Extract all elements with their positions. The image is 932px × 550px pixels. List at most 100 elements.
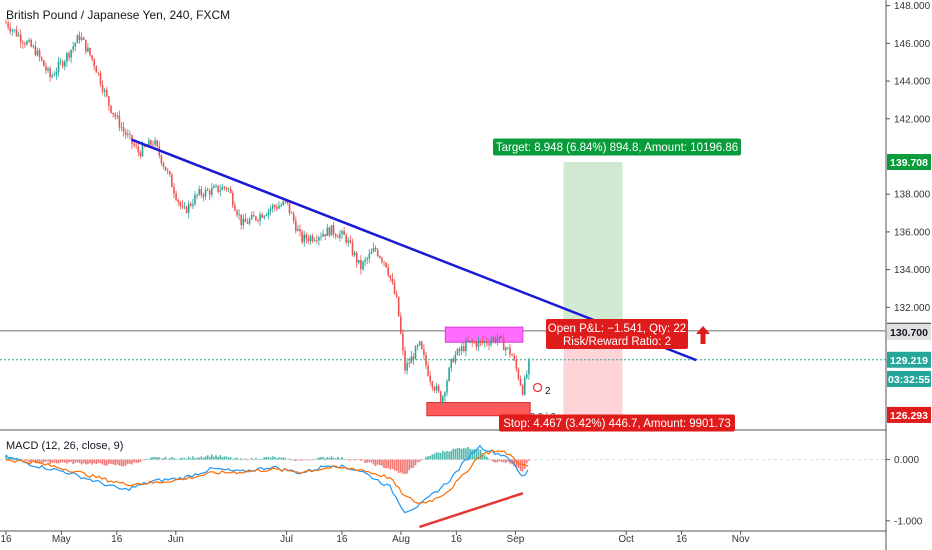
candle-body: [515, 359, 518, 369]
candle-body: [87, 47, 89, 52]
candle-body: [414, 346, 417, 360]
macd-hist-bar: [7, 457, 9, 460]
macd-hist-bar: [513, 459, 515, 466]
candle-body: [502, 337, 505, 351]
candle-body: [479, 340, 482, 342]
macd-hist-bar: [190, 458, 192, 460]
macd-hist-bar: [429, 455, 431, 460]
macd-hist-bar: [400, 459, 402, 473]
macd-hist-bar: [158, 457, 161, 460]
candle-body: [70, 49, 72, 58]
candle-body: [395, 293, 398, 297]
candle-body: [190, 203, 192, 206]
candle-body: [412, 356, 415, 360]
candle-body: [526, 374, 528, 378]
time-tick-label: Sep: [507, 534, 525, 545]
candle-body: [11, 29, 14, 32]
macd-hist-bar: [309, 459, 312, 461]
price-axis-label-bg: [887, 370, 931, 387]
macd-hist-bar: [509, 459, 511, 464]
macd-hist-bar: [127, 459, 129, 464]
candle-body: [469, 340, 471, 342]
macd-line: [5, 444, 529, 514]
candle-body: [173, 187, 175, 194]
macd-hist-bar: [477, 449, 480, 460]
candle-body: [406, 362, 408, 371]
macd-hist-bar: [97, 459, 100, 463]
macd-hist-bar: [297, 459, 299, 461]
macd-hist-bar: [99, 459, 102, 464]
candle-body: [192, 204, 194, 206]
macd-hist-bar: [423, 459, 425, 461]
candle-body: [36, 50, 39, 56]
macd-hist-bar: [202, 457, 205, 460]
macd-hist-bar: [59, 459, 62, 463]
macd-hist-bar: [112, 459, 114, 465]
candle-body: [53, 74, 56, 76]
macd-hist-bar: [246, 459, 249, 461]
macd-hist-bar: [410, 459, 413, 469]
macd-hist-bar: [439, 452, 442, 460]
candle-body: [477, 340, 480, 347]
macd-hist-bar: [206, 455, 209, 460]
macd-hist-bar: [448, 451, 450, 460]
candle-body: [47, 68, 49, 71]
candle-body: [120, 127, 123, 129]
macd-hist-bar: [57, 459, 60, 464]
macd-hist-bar: [284, 457, 287, 460]
candle-body: [242, 218, 245, 226]
candle-body: [376, 249, 379, 256]
macd-hist-bar: [150, 457, 152, 460]
candle-body: [337, 236, 339, 238]
candle-body: [133, 143, 135, 146]
candle-body: [290, 213, 293, 214]
macd-hist-bar: [108, 459, 110, 464]
candle-body: [265, 214, 268, 216]
candle-body: [397, 296, 400, 317]
macd-hist-bar: [74, 459, 77, 463]
candle-body: [263, 215, 266, 218]
candle-body: [45, 66, 47, 71]
macd-hist-bar: [486, 456, 488, 460]
macd-hist-bar: [324, 458, 326, 460]
macd-hist-bar: [118, 459, 121, 466]
candle-body: [160, 155, 163, 164]
macd-hist-bar: [450, 450, 452, 460]
candle-body: [150, 140, 152, 145]
macd-hist-bar: [217, 456, 219, 460]
macd-hist-bar: [519, 459, 522, 471]
candle-body: [85, 39, 87, 52]
candle-body: [509, 347, 511, 355]
candle-body: [368, 253, 371, 259]
macd-hist-bar: [11, 457, 14, 460]
macd-hist-bar: [5, 455, 7, 460]
price-tick-label: 148.000: [894, 1, 931, 12]
macd-hist-bar: [85, 459, 87, 465]
candle-body: [393, 282, 396, 294]
macd-hist-bar: [385, 459, 387, 469]
macd-hist-bar: [87, 459, 89, 465]
candle-body: [22, 42, 24, 44]
symbol-title: British Pound / Japanese Yen, 240, FXCM: [6, 8, 231, 22]
macd-hist-bar: [114, 459, 116, 466]
price-tick-label: 142.000: [894, 114, 931, 125]
candle-body: [295, 220, 297, 232]
macd-hist-bar: [93, 459, 95, 464]
candle-body: [410, 356, 413, 364]
macd-hist-bar: [215, 455, 217, 460]
macd-hist-bar: [414, 459, 417, 466]
macd-hist-bar: [116, 459, 119, 465]
macd-hist-bar: [395, 459, 398, 472]
candle-body: [246, 222, 249, 224]
macd-hist-bar: [339, 458, 341, 460]
candle-body: [486, 341, 488, 344]
candle-body: [320, 236, 322, 238]
candle-body: [76, 35, 79, 44]
candle-body: [433, 387, 436, 391]
stop-label: Stop: 4.467 (3.42%) 446.7, Amount: 9901.…: [499, 414, 735, 432]
time-tick-label: 16: [111, 534, 123, 545]
candle-body: [59, 61, 62, 63]
candle-body: [435, 385, 438, 391]
macd-hist-bar: [490, 459, 492, 461]
